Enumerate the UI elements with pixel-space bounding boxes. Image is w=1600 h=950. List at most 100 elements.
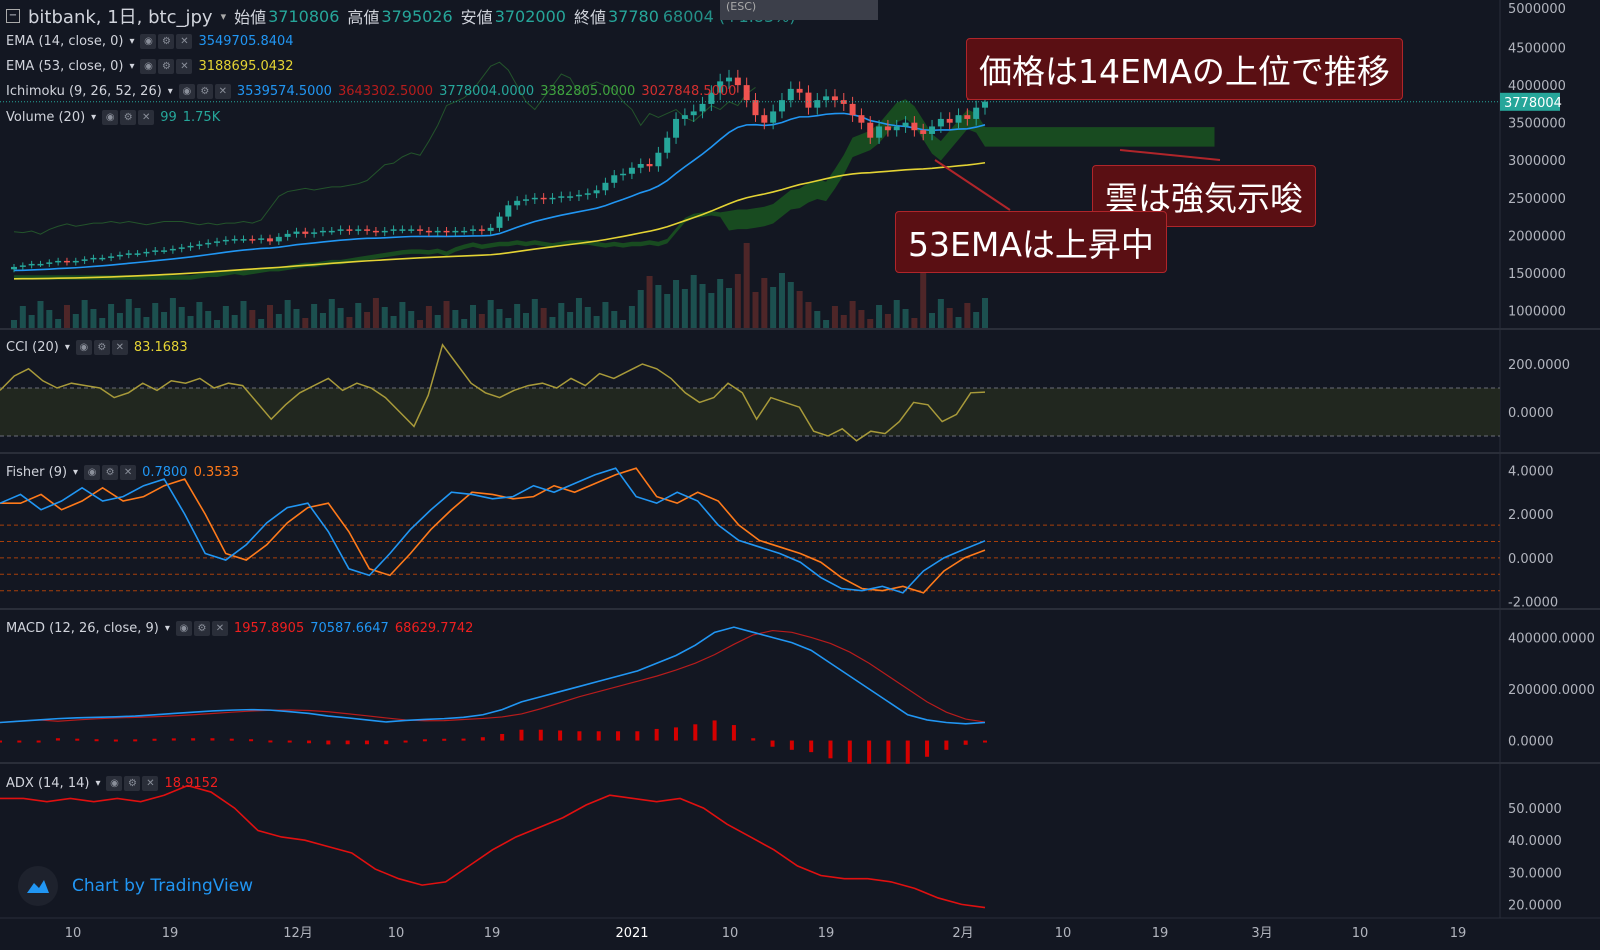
candle — [796, 88, 803, 93]
eye-icon[interactable]: ◉ — [175, 621, 192, 636]
candle — [72, 260, 79, 263]
macd-histogram-bar — [403, 740, 408, 743]
close-icon[interactable]: ✕ — [138, 110, 155, 125]
chevron-down-icon[interactable]: ▾ — [164, 623, 170, 634]
volume-bar — [726, 288, 733, 328]
close-icon[interactable]: ✕ — [214, 84, 231, 99]
price-axis-label: 3000000 — [1508, 154, 1566, 169]
close-icon[interactable]: ✕ — [211, 621, 228, 636]
eye-icon[interactable]: ◉ — [178, 84, 195, 99]
eye-icon[interactable]: ◉ — [140, 34, 157, 49]
legend-ichimoku[interactable]: Ichimoku (9, 26, 52, 26) ▾ ◉ ⚙ ✕ 3539574.5… — [6, 84, 736, 99]
candle — [408, 229, 415, 231]
legend-value: 3539574.5000 — [236, 84, 332, 99]
volume-bar — [222, 306, 229, 328]
legend-value: 3027848.5000 — [641, 84, 737, 99]
time-axis-label: 19 — [1152, 926, 1169, 941]
chevron-down-icon[interactable]: ▾ — [73, 467, 79, 478]
gear-icon[interactable]: ⚙ — [124, 776, 141, 791]
volume-bar — [231, 315, 238, 328]
eye-icon[interactable]: ◉ — [140, 59, 157, 74]
candle — [761, 115, 768, 123]
eye-icon[interactable]: ◉ — [106, 776, 123, 791]
gear-icon[interactable]: ⚙ — [196, 84, 213, 99]
gear-icon[interactable]: ⚙ — [120, 110, 137, 125]
candle — [620, 173, 627, 176]
ema53-line — [13, 161, 986, 280]
volume-bar — [293, 309, 300, 328]
close-icon[interactable]: ✕ — [176, 34, 193, 49]
close-icon[interactable]: ✕ — [142, 776, 159, 791]
candle — [169, 248, 176, 251]
cci-axis-label: 0.0000 — [1508, 406, 1554, 421]
chevron-down-icon[interactable]: ▾ — [64, 342, 70, 353]
macd-histogram-bar — [210, 738, 215, 741]
legend-value: 70587.6647 — [310, 621, 389, 636]
volume-bar — [937, 299, 944, 328]
chevron-down-icon[interactable]: ▾ — [220, 9, 227, 23]
volume-bar — [399, 302, 406, 328]
legend-ema14[interactable]: EMA (14, close, 0) ▾ ◉ ⚙ ✕ 3549705.8404 — [6, 34, 294, 49]
legend-fisher[interactable]: Fisher (9) ▾ ◉ ⚙ ✕ 0.7800 0.3533 — [6, 465, 239, 480]
symbol-title[interactable]: bitbank, 1日, btc_jpy — [28, 7, 213, 28]
volume-bar — [823, 320, 830, 328]
callout-ema53-rising: 53EMAは上昇中 — [895, 211, 1167, 273]
legend-value: 18.9152 — [164, 776, 219, 791]
volume-bar — [19, 306, 26, 328]
candle — [266, 238, 273, 242]
gear-icon[interactable]: ⚙ — [93, 340, 110, 355]
macd-histogram-bar — [480, 737, 485, 741]
gear-icon[interactable]: ⚙ — [158, 34, 175, 49]
legend-volume[interactable]: Volume (20) ▾ ◉ ⚙ ✕ 99 1.75K — [6, 110, 220, 125]
macd-histogram-bar — [731, 725, 736, 741]
tradingview-branding[interactable]: Chart by TradingView — [18, 866, 253, 906]
gear-icon[interactable]: ⚙ — [102, 465, 119, 480]
fisher-axis-label: -2.0000 — [1508, 596, 1558, 611]
fisher-line — [0, 467, 986, 594]
volume-bar — [876, 305, 883, 328]
gear-icon[interactable]: ⚙ — [158, 59, 175, 74]
price-axis-label: 1500000 — [1508, 267, 1566, 282]
candle — [858, 115, 865, 123]
macd-histogram-bar — [673, 727, 678, 741]
legend-cci[interactable]: CCI (20) ▾ ◉ ⚙ ✕ 83.1683 — [6, 340, 188, 355]
chevron-down-icon[interactable]: ▾ — [167, 86, 173, 97]
legend-name: CCI (20) — [6, 340, 59, 355]
gear-icon[interactable]: ⚙ — [193, 621, 210, 636]
volume-bar — [240, 301, 247, 328]
legend-name: EMA (14, close, 0) — [6, 34, 124, 49]
close-icon[interactable]: ✕ — [111, 340, 128, 355]
collapse-icon[interactable]: − — [6, 9, 20, 23]
eye-icon[interactable]: ◉ — [102, 110, 119, 125]
volume-bar — [364, 312, 371, 328]
volume-bar — [973, 312, 980, 328]
chevron-down-icon[interactable]: ▾ — [129, 61, 135, 72]
eye-icon[interactable]: ◉ — [84, 465, 101, 480]
ichimoku-cloud — [14, 99, 1215, 280]
volume-bar — [805, 302, 812, 328]
volume-bar — [470, 305, 477, 328]
volume-bar — [302, 318, 309, 328]
chevron-down-icon[interactable]: ▾ — [91, 112, 97, 123]
macd-histogram-bar — [384, 740, 389, 745]
candle — [37, 263, 44, 266]
eye-icon[interactable]: ◉ — [75, 340, 92, 355]
legend-adx[interactable]: ADX (14, 14) ▾ ◉ ⚙ ✕ 18.9152 — [6, 776, 218, 791]
legend-controls: ◉ ⚙ ✕ — [175, 621, 228, 636]
volume-bar — [628, 306, 635, 328]
close-icon[interactable]: ✕ — [120, 465, 137, 480]
close-icon[interactable]: ✕ — [176, 59, 193, 74]
volume-bar — [311, 304, 318, 328]
chevron-down-icon[interactable]: ▾ — [129, 36, 135, 47]
macd-histogram-bar — [847, 740, 852, 763]
macd-histogram-bar — [461, 738, 466, 741]
candle — [787, 88, 794, 101]
price-axis-label: 2000000 — [1508, 229, 1566, 244]
adx-axis-label: 50.0000 — [1508, 802, 1562, 817]
chevron-down-icon[interactable]: ▾ — [95, 778, 101, 789]
legend-macd[interactable]: MACD (12, 26, close, 9) ▾ ◉ ⚙ ✕ 1957.8905 … — [6, 621, 473, 636]
volume-bar — [849, 301, 856, 328]
volume-bar — [611, 311, 618, 328]
legend-ema53[interactable]: EMA (53, close, 0) ▾ ◉ ⚙ ✕ 3188695.0432 — [6, 59, 294, 74]
